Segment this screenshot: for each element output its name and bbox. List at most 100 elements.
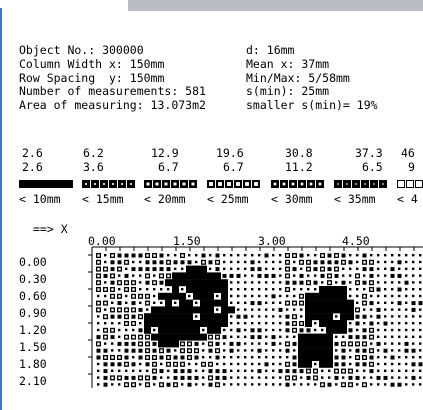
grid-cell-small xyxy=(104,260,107,264)
grid-cell-dense xyxy=(151,306,158,314)
grid-cell-small xyxy=(363,369,366,372)
grid-cell-medium xyxy=(208,348,213,353)
grid-cell-small xyxy=(412,267,415,270)
grid-cell-small xyxy=(279,328,282,332)
grid-cell-large-core xyxy=(125,281,128,284)
grid-cell-large-core xyxy=(370,288,373,291)
grid-cell-small xyxy=(405,267,408,270)
grid-cell-small xyxy=(237,301,240,304)
grid-cell-small xyxy=(314,254,317,257)
grid-cell-medium xyxy=(397,382,402,387)
grid-cell-medium xyxy=(299,280,304,285)
grid-cell-dense xyxy=(179,299,186,307)
grid-cell-small xyxy=(412,342,415,345)
grid-cell-large-core xyxy=(111,288,114,291)
grid-cell-small xyxy=(188,254,191,257)
grid-cell-medium xyxy=(145,280,150,285)
grid-cell-small xyxy=(391,349,394,352)
grid-cell-small xyxy=(412,294,415,298)
grid-cell-small xyxy=(412,356,415,359)
grid-cell-dense xyxy=(326,347,333,355)
grid-cell-small xyxy=(237,322,240,325)
grid-cell-large-core xyxy=(188,356,191,359)
grid-cell-large-core xyxy=(300,301,303,305)
grid-cell-dense xyxy=(172,286,179,293)
grid-cell-large-core xyxy=(216,335,219,339)
grid-cell-large-core xyxy=(132,322,135,325)
grid-cell-large-core xyxy=(363,342,366,346)
grid-cell-small xyxy=(279,301,282,304)
grid-cell-medium xyxy=(411,307,416,312)
grid-cell-small xyxy=(104,308,107,311)
grid-cell-small xyxy=(202,383,205,386)
grid-cell-medium xyxy=(320,260,325,265)
grid-cell-large-core xyxy=(363,295,366,298)
grid-cell-small xyxy=(216,294,219,298)
grid-cell-small xyxy=(251,342,254,345)
grid-cell-small xyxy=(237,369,240,372)
grid-cell-dense xyxy=(207,306,214,314)
grid-cell-small xyxy=(412,328,415,332)
y-tick-1: 0.30 xyxy=(19,272,47,286)
grid-cell-dense xyxy=(207,292,214,300)
grid-cell-small xyxy=(132,274,135,277)
grid-cell-small xyxy=(174,267,177,270)
grid-cell-medium xyxy=(334,341,339,346)
grid-cell-medium xyxy=(341,253,346,258)
grid-cell-dense xyxy=(340,292,347,300)
grid-cell-small xyxy=(300,376,303,379)
grid-cell-small xyxy=(279,267,282,270)
grid-cell-medium xyxy=(173,375,178,380)
grid-cell-small xyxy=(251,294,254,298)
grid-cell-small xyxy=(118,274,121,277)
grid-cell-small xyxy=(405,335,408,338)
grid-cell-large-core xyxy=(97,267,100,271)
grid-cell-large-core xyxy=(209,342,212,346)
grid-cell-small xyxy=(244,294,247,298)
grid-cell-medium xyxy=(159,369,164,374)
grid-cell-small xyxy=(349,356,352,359)
grid-cell-small xyxy=(412,274,415,277)
grid-cell-small xyxy=(209,254,212,257)
legend-swatch-6 xyxy=(334,180,387,188)
grid-cell-small xyxy=(125,328,128,332)
grid-cell-small xyxy=(97,322,100,325)
grid-cell-medium xyxy=(152,375,157,380)
grid-cell-large-core xyxy=(307,369,310,373)
grid-cell-small xyxy=(223,260,226,264)
grid-cell-dense xyxy=(319,313,326,321)
grid-cell-medium xyxy=(355,321,360,326)
grid-cell-medium xyxy=(306,375,311,380)
grid-cell-small xyxy=(237,288,240,291)
grid-cell-small xyxy=(335,315,338,318)
grid-cell-medium xyxy=(341,348,346,353)
grid-cell-small xyxy=(237,356,240,359)
grid-cell-large-core xyxy=(216,383,219,386)
grid-cell-large-core xyxy=(146,335,149,339)
grid-cell-medium xyxy=(341,355,346,360)
grid-cell-large-core xyxy=(97,342,100,346)
grid-cell-small xyxy=(377,267,380,270)
x-axis-label: ==> X xyxy=(33,222,68,236)
grid-cell-large-core xyxy=(97,274,100,278)
grid-cell-small xyxy=(97,362,100,366)
grid-cell-medium xyxy=(110,335,115,340)
grid-cell-dense xyxy=(186,299,193,307)
grid-cell-small xyxy=(244,349,247,352)
grid-cell-large-core xyxy=(132,308,135,312)
grid-cell-small xyxy=(419,294,422,298)
grid-cell-medium xyxy=(390,273,395,278)
grid-cell-large-core xyxy=(118,281,121,284)
grid-cell-dense xyxy=(186,286,193,293)
grid-cell-medium xyxy=(152,341,157,346)
grid-cell-small xyxy=(104,254,107,257)
legend-label-4: < 25mm xyxy=(207,192,249,206)
grid-cell-small xyxy=(258,288,261,291)
grid-cell-medium xyxy=(194,355,199,360)
grid-cell-small xyxy=(125,294,128,298)
grid-cell-dense xyxy=(179,326,186,334)
grid-cell-small xyxy=(111,383,114,386)
grid-cell-large-core xyxy=(286,376,289,380)
grid-cell-small xyxy=(195,260,198,264)
grid-cell-small xyxy=(258,308,261,311)
